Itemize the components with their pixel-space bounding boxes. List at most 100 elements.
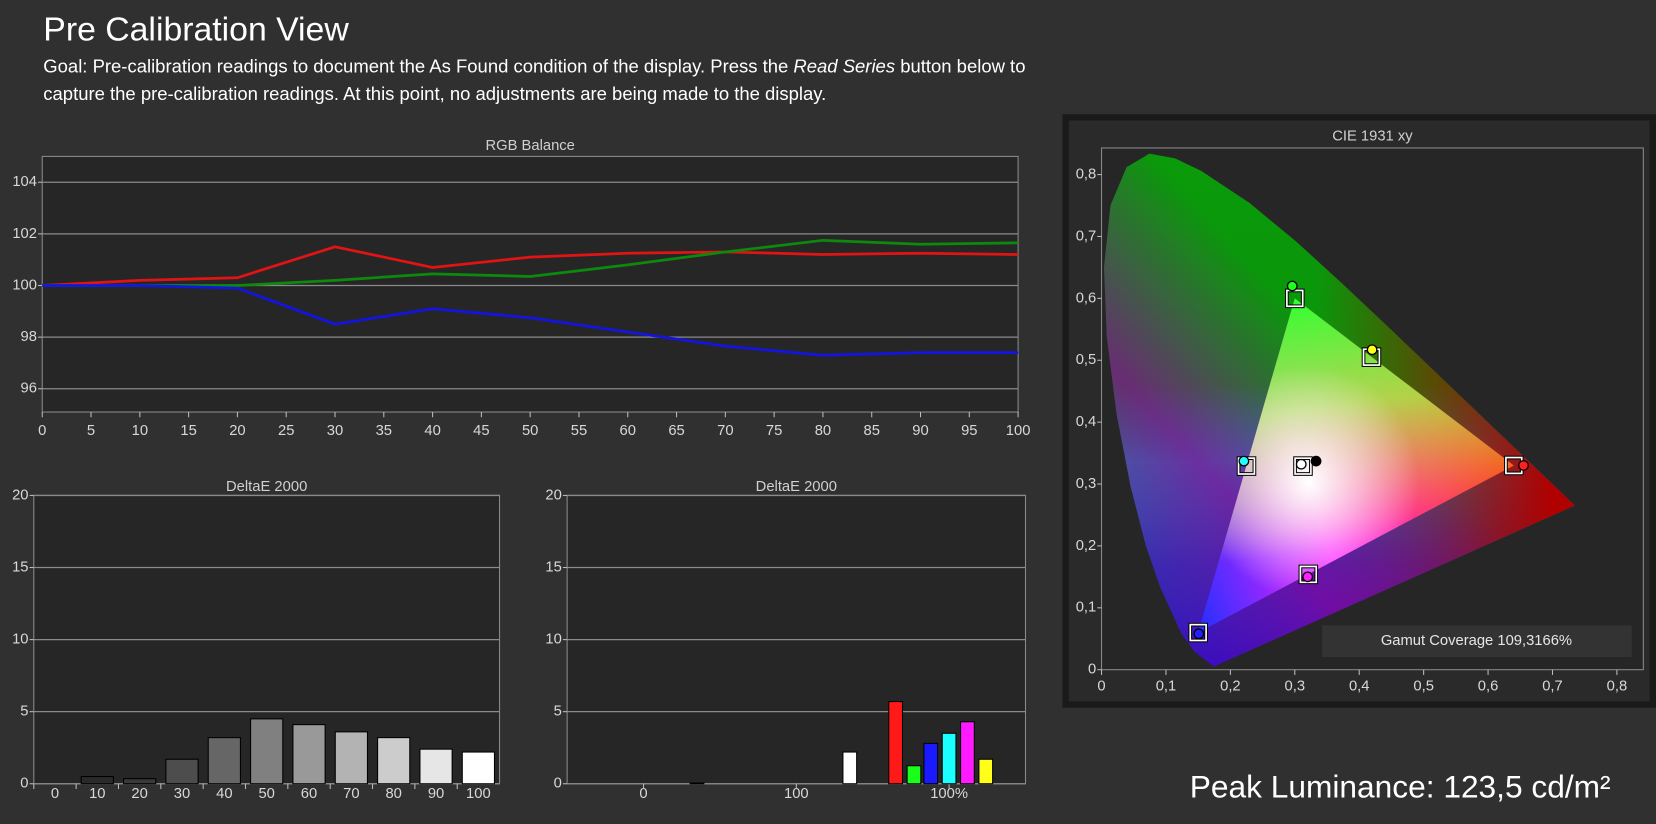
target-marker (1294, 457, 1312, 475)
y-tick-label: 102 (12, 226, 37, 242)
measured-marker (1193, 628, 1205, 640)
y-tick-label: 0,3 (1076, 476, 1097, 492)
y-tick-label: 0,7 (1076, 228, 1097, 244)
x-tick-label: 75 (766, 423, 782, 439)
x-tick-label: 20 (229, 423, 245, 439)
y-tick-label: 0 (20, 776, 28, 792)
y-tick-label: 98 (21, 329, 37, 345)
x-tick-label: 50 (522, 423, 538, 439)
x-tick-label: 40 (216, 786, 232, 802)
x-tick-label: 10 (89, 786, 105, 802)
y-tick-label: 20 (12, 487, 28, 503)
bar (334, 731, 368, 785)
x-tick-label: 5 (87, 423, 95, 439)
bar (165, 758, 199, 785)
bar (923, 742, 939, 785)
peak-luminance: Peak Luminance: 123,5 cd/m² (1190, 768, 1611, 804)
y-tick-label: 0,2 (1076, 538, 1097, 554)
y-tick-label: 5 (554, 704, 562, 720)
y-tick-label: 0,4 (1076, 414, 1097, 430)
gamut-triangle (1198, 298, 1514, 633)
chart-title: DeltaE 2000 (756, 479, 837, 495)
target-marker (1299, 565, 1318, 584)
bar (80, 776, 114, 785)
x-tick-label: 0,5 (1413, 678, 1434, 694)
x-tick-label: 50 (258, 786, 274, 802)
x-tick-label: 100 (784, 786, 809, 802)
bar (377, 737, 411, 785)
x-tick-label: 55 (571, 423, 587, 439)
bar (419, 748, 453, 785)
x-tick-label: 95 (961, 423, 977, 439)
series-line (42, 284, 1019, 357)
chart-title: DeltaE 2000 (226, 479, 307, 495)
x-tick-label: 15 (180, 423, 196, 439)
x-tick-label: 0,1 (1156, 678, 1177, 694)
bar (888, 701, 904, 785)
bar (250, 718, 284, 785)
chart-title: RGB Balance (485, 138, 574, 154)
y-tick-label: 5 (20, 704, 28, 720)
y-tick-label: 0,6 (1076, 290, 1097, 306)
goal-text: Goal: Pre-calibration readings to docume… (43, 56, 793, 77)
y-tick-label: 15 (545, 559, 561, 575)
x-tick-label: 0 (1097, 678, 1105, 694)
goal-emphasis: Read Series (793, 56, 895, 77)
bar (842, 751, 858, 785)
goal-text: Goal: Pre-calibration readings to docume… (43, 56, 1025, 77)
x-tick-label: 80 (815, 423, 831, 439)
goal-text: capture the pre-calibration readings. At… (43, 83, 826, 104)
page-title: Pre Calibration View (43, 11, 349, 49)
x-tick-label: 0 (51, 786, 59, 802)
x-tick-label: 70 (717, 423, 733, 439)
y-tick-label: 10 (12, 632, 28, 648)
goal-text: button below to (895, 56, 1025, 77)
x-tick-label: 0 (38, 423, 46, 439)
chart-title: CIE 1931 xy (1332, 128, 1413, 144)
x-tick-label: 60 (301, 786, 317, 802)
x-tick-label: 25 (278, 423, 294, 439)
y-tick-label: 96 (21, 381, 37, 397)
y-tick-label: 0 (554, 776, 562, 792)
measured-marker (1295, 458, 1307, 470)
measured-marker (1238, 455, 1250, 467)
measured-marker (1286, 280, 1298, 292)
series-line (42, 238, 1019, 287)
x-tick-label: 0,3 (1285, 678, 1306, 694)
x-tick-label: 100 (1006, 423, 1031, 439)
x-tick-label: 35 (376, 423, 392, 439)
x-tick-label: 20 (131, 786, 147, 802)
bar (906, 765, 922, 785)
x-tick-label: 0 (639, 786, 647, 802)
y-tick-label: 0 (1088, 662, 1096, 678)
x-tick-label: 100% (930, 786, 968, 802)
x-tick-label: 65 (668, 423, 684, 439)
x-tick-label: 45 (473, 423, 489, 439)
measured-marker (1366, 344, 1378, 356)
x-tick-label: 0,4 (1349, 678, 1370, 694)
bar (123, 778, 157, 785)
x-tick-label: 0,7 (1542, 678, 1563, 694)
y-tick-label: 0,5 (1076, 352, 1097, 368)
y-tick-label: 104 (12, 174, 37, 190)
gamut-coverage: Gamut Coverage 109,3166% (1381, 633, 1572, 649)
y-tick-label: 100 (12, 277, 37, 293)
bar (960, 721, 975, 785)
target-marker (1189, 623, 1207, 642)
x-tick-label: 90 (912, 423, 928, 439)
bar (941, 732, 957, 785)
x-tick-label: 80 (385, 786, 401, 802)
y-tick-label: 15 (12, 559, 28, 575)
x-tick-label: 85 (864, 423, 880, 439)
x-tick-label: 30 (327, 423, 343, 439)
measured-marker (1310, 455, 1322, 467)
x-tick-label: 100 (466, 786, 491, 802)
measured-marker (1518, 460, 1529, 471)
y-tick-label: 10 (545, 632, 561, 648)
x-tick-label: 90 (428, 786, 444, 802)
x-tick-label: 60 (620, 423, 636, 439)
x-tick-label: 0,8 (1607, 678, 1628, 694)
bar (978, 758, 994, 785)
x-tick-label: 0,2 (1220, 678, 1241, 694)
